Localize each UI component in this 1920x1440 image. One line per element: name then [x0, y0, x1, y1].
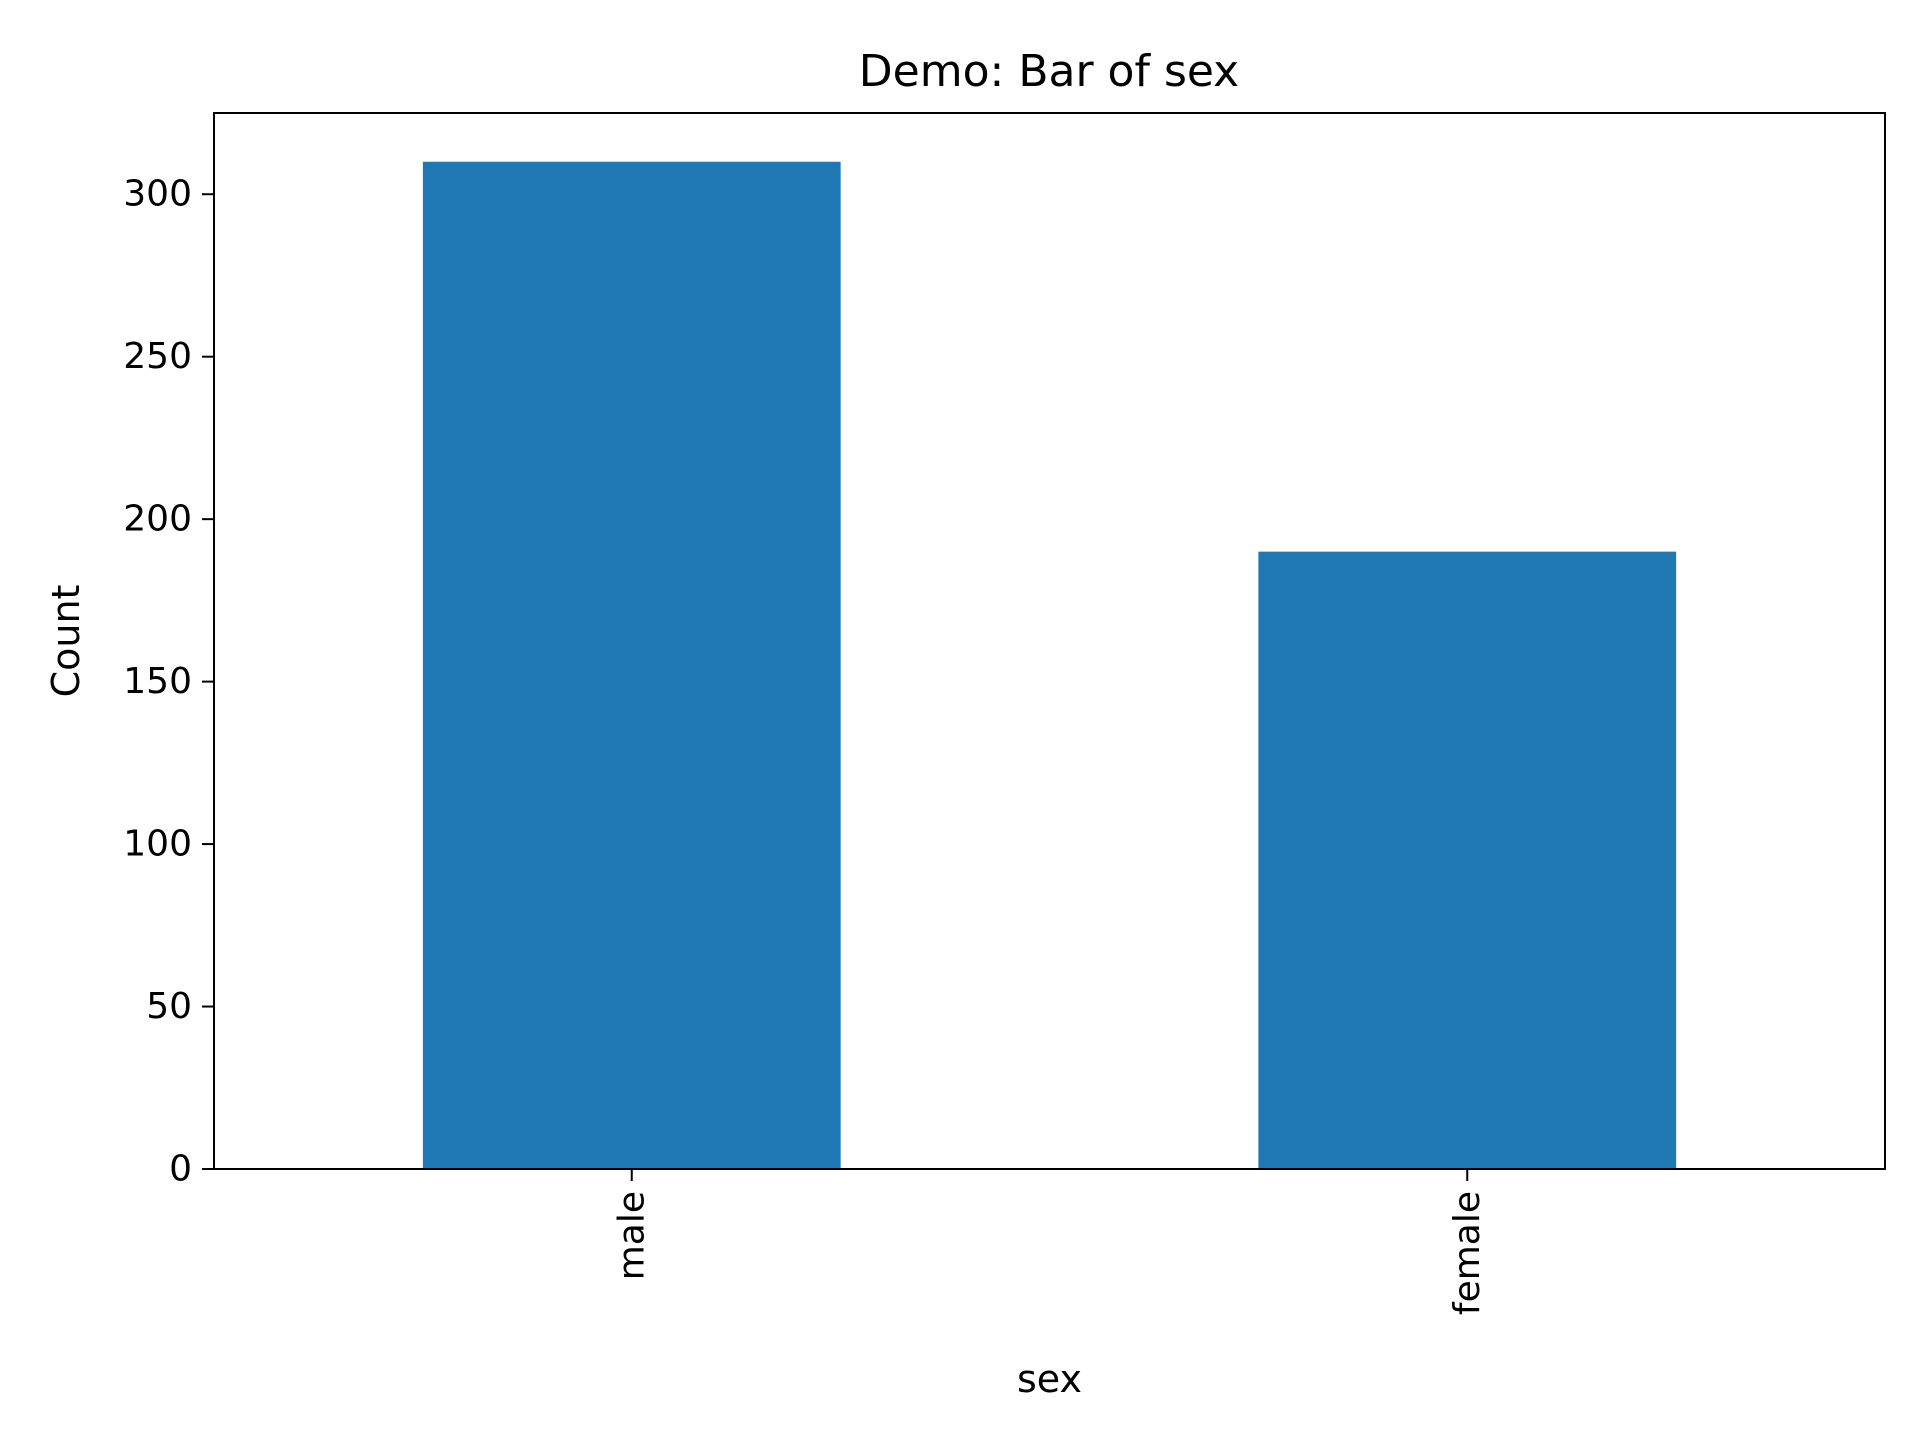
bars-layer	[422, 161, 1677, 1169]
y-tick-label: 100	[123, 824, 192, 865]
y-axis-label: Count	[44, 585, 88, 698]
x-tick-label: female	[1447, 1191, 1488, 1315]
y-tick-label: 0	[169, 1149, 192, 1190]
y-tick-label: 300	[123, 174, 192, 215]
y-tick-label: 150	[123, 661, 192, 702]
y-axis: 0 50 100 150 200 250 300	[123, 174, 214, 1190]
x-tick-label: male	[611, 1191, 652, 1280]
bar-female	[1258, 551, 1677, 1169]
y-tick-label: 50	[146, 986, 192, 1027]
x-axis: male female	[611, 1169, 1488, 1315]
y-tick-label: 250	[123, 336, 192, 377]
x-axis-label: sex	[1017, 1357, 1082, 1401]
bar-male	[422, 161, 841, 1169]
chart-title: Demo: Bar of sex	[859, 46, 1239, 97]
plot-area-frame	[213, 112, 1886, 1170]
y-tick-label: 200	[123, 499, 192, 540]
